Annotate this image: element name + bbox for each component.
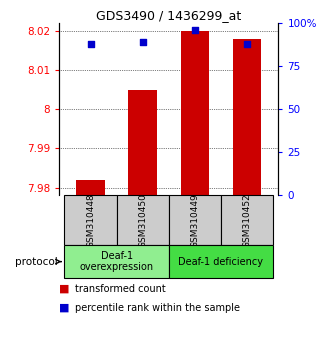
Text: GSM310450: GSM310450: [138, 193, 147, 248]
Text: GSM310448: GSM310448: [86, 193, 95, 248]
Text: ■: ■: [59, 303, 70, 313]
Bar: [64, 245, 169, 278]
Bar: [233, 39, 261, 195]
Bar: [128, 90, 157, 195]
Bar: [180, 31, 209, 195]
Bar: [221, 195, 273, 245]
Text: transformed count: transformed count: [75, 284, 166, 293]
Text: ■: ■: [59, 284, 70, 293]
Title: GDS3490 / 1436299_at: GDS3490 / 1436299_at: [96, 9, 241, 22]
Point: [192, 27, 197, 33]
Bar: [116, 195, 169, 245]
Text: protocol: protocol: [15, 257, 58, 267]
Text: GSM310449: GSM310449: [190, 193, 199, 248]
Bar: [169, 245, 273, 278]
Bar: [64, 195, 116, 245]
Text: Deaf-1 deficiency: Deaf-1 deficiency: [179, 257, 263, 267]
Text: GSM310452: GSM310452: [243, 193, 252, 248]
Text: Deaf-1
overexpression: Deaf-1 overexpression: [80, 251, 154, 272]
Bar: [169, 195, 221, 245]
Text: percentile rank within the sample: percentile rank within the sample: [75, 303, 240, 313]
Point: [140, 39, 145, 45]
Bar: [76, 180, 105, 195]
Point: [88, 41, 93, 46]
Point: [244, 41, 250, 46]
